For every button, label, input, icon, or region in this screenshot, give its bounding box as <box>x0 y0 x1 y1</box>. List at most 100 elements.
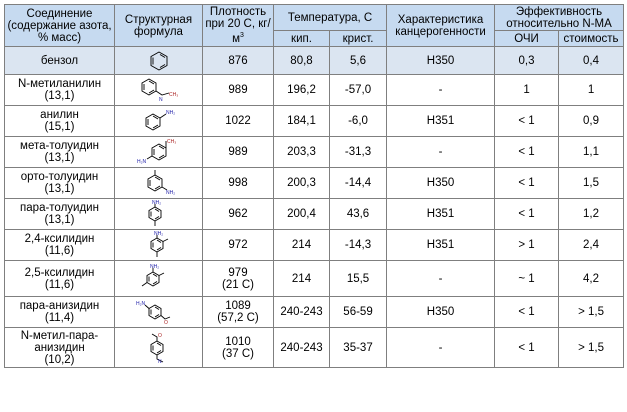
header-density: Плотность при 20 С, кг/м3 <box>202 4 274 47</box>
structure-cell: H₂N O <box>114 296 203 328</box>
cost-cell: 2,4 <box>558 229 625 261</box>
density-cell: 1010 (37 С) <box>202 327 274 368</box>
och-cell: < 1 <box>494 198 560 230</box>
table-row: пара-анизидин (11,4) H₂N O 1089 (57,2 С) 2… <box>4 296 625 328</box>
carcino-cell: H351 <box>386 229 496 261</box>
cryst-cell: -14,3 <box>328 229 388 261</box>
header-eff-och: ОЧИ <box>494 30 560 47</box>
amines-comparison-table: Соединение (содержание азота, % масс) Ст… <box>4 4 625 368</box>
compound-name-text: пара-толуидин <box>20 202 99 214</box>
compound-name-text: орто-толуидин <box>20 171 99 183</box>
nitrogen-content: (10,2) <box>44 353 75 366</box>
density-value: 979 <box>228 266 248 279</box>
carcino-cell: H351 <box>386 105 496 137</box>
structure-cell: NH₂ <box>114 260 203 297</box>
structure-label: NH₂ <box>166 190 175 196</box>
carcino-cell: - <box>386 260 496 297</box>
aniline-structure-icon: NH₂ <box>145 110 175 131</box>
density-value: 989 <box>228 146 248 158</box>
table-wrapper: Соединение (содержание азота, % масс) Ст… <box>4 4 625 368</box>
structure-label: CH₃ <box>169 92 178 98</box>
table-row: N-метил-пара-анизидин (10,2) O N 1010 (37 … <box>4 327 625 368</box>
nitrogen-content: (11,4) <box>44 312 75 324</box>
och-cell: 1 <box>494 74 560 106</box>
header-temp-boil: кип. <box>273 30 330 47</box>
density-value: 972 <box>228 239 248 251</box>
density-cell: 1089 (57,2 С) <box>202 296 274 328</box>
nitrogen-content: (11,6) <box>44 278 75 291</box>
nitrogen-content: (13,1) <box>44 214 75 226</box>
structure-label: NH₂ <box>166 110 175 116</box>
boil-cell: 196,2 <box>273 74 330 106</box>
boil-cell: 240-243 <box>273 327 330 368</box>
boil-cell: 200,3 <box>273 167 330 199</box>
structure-label: H₂N <box>136 301 146 307</box>
header-density-sup: 3 <box>240 32 244 40</box>
carcino-cell: H350 <box>386 296 496 328</box>
compound-name: пара-анизидин (11,4) <box>4 296 115 328</box>
structure-label: N <box>159 97 163 103</box>
table-row: N-метиланилин (13,1) N CH₃ 989 196,2 -57,… <box>4 74 625 106</box>
nitrogen-content: (13,1) <box>44 152 75 164</box>
structure-label: CH₃ <box>167 139 176 145</box>
n-methylaniline-structure-icon: N CH₃ <box>141 78 178 103</box>
nitrogen-content: (13,1) <box>44 90 75 102</box>
density-cell: 876 <box>202 46 274 75</box>
cryst-cell: 43,6 <box>328 198 388 230</box>
nitrogen-content: (15,1) <box>44 121 75 133</box>
density-note: (21 С) <box>222 278 254 291</box>
ortho-toluidine-structure-icon: NH₂ <box>147 170 175 196</box>
structure-cell: NH₂ <box>114 167 203 199</box>
density-value: 1022 <box>225 115 251 127</box>
structure-cell: CH₃ H₂N <box>114 136 203 168</box>
density-cell: 989 <box>202 74 274 106</box>
nitrogen-content: (13,1) <box>44 183 75 195</box>
nitrogen-content: (11,6) <box>44 245 75 257</box>
compound-name: N-метиланилин (13,1) <box>4 74 115 106</box>
cryst-cell: -6,0 <box>328 105 388 137</box>
boil-cell: 240-243 <box>273 296 330 328</box>
cost-cell: 4,2 <box>558 260 625 297</box>
structure-cell: O N <box>114 327 203 368</box>
structure-cell <box>114 46 203 75</box>
para-toluidine-structure-icon: NH₂ <box>148 200 161 226</box>
table-row: мета-толуидин (13,1) CH₃ H₂N 989 203,3 -3… <box>4 136 625 168</box>
och-cell: 0,3 <box>494 46 560 75</box>
cost-cell: 1,1 <box>558 136 625 168</box>
structure-label: O <box>158 333 162 339</box>
cryst-cell: 5,6 <box>328 46 388 75</box>
table-row: 2,5-ксилидин (11,6) NH₂ 979 (21 С) 214 15,… <box>4 260 625 297</box>
carcino-cell: - <box>386 74 496 106</box>
och-cell: < 1 <box>494 327 560 368</box>
boil-cell: 80,8 <box>273 46 330 75</box>
boil-cell: 214 <box>273 229 330 261</box>
density-value: 876 <box>228 54 248 67</box>
structure-cell: N CH₃ <box>114 74 203 106</box>
meta-toluidine-structure-icon: CH₃ H₂N <box>137 139 176 165</box>
header-carcinogenicity: Характеристика канцерогенности <box>386 4 496 47</box>
benzene-structure-icon <box>150 50 167 71</box>
carcino-cell: - <box>386 136 496 168</box>
density-cell: 962 <box>202 198 274 230</box>
density-value: 962 <box>228 208 248 220</box>
structure-label: H₂N <box>137 159 147 165</box>
och-cell: > 1 <box>494 229 560 261</box>
2-4-xylidine-structure-icon: NH₂ <box>150 231 168 257</box>
density-cell: 998 <box>202 167 274 199</box>
table-row: орто-толуидин (13,1) NH₂ 998 200,3 -14,4 … <box>4 167 625 199</box>
header-temperature: Температура, С <box>272 4 388 31</box>
table-row: бензол 876 80,8 5,6 H350 0,3 0,4 <box>4 46 625 75</box>
cryst-cell: 35-37 <box>328 327 388 368</box>
cryst-cell: 15,5 <box>328 260 388 297</box>
compound-name-text: анилин <box>40 109 79 121</box>
compound-name-text: N-метил-пара-анизидин <box>20 329 99 354</box>
compound-name: анилин (15,1) <box>4 105 115 137</box>
structure-label: O <box>164 320 168 326</box>
compound-name-text: 2,5-ксилидин <box>24 266 95 279</box>
structure-label: N <box>158 359 162 365</box>
compound-name: орто-толуидин (13,1) <box>4 167 115 199</box>
density-value: 1089 <box>225 300 251 312</box>
structure-label: NH₂ <box>154 231 163 237</box>
density-note: (37 С) <box>222 347 254 360</box>
compound-name-text: пара-анизидин <box>19 300 100 312</box>
